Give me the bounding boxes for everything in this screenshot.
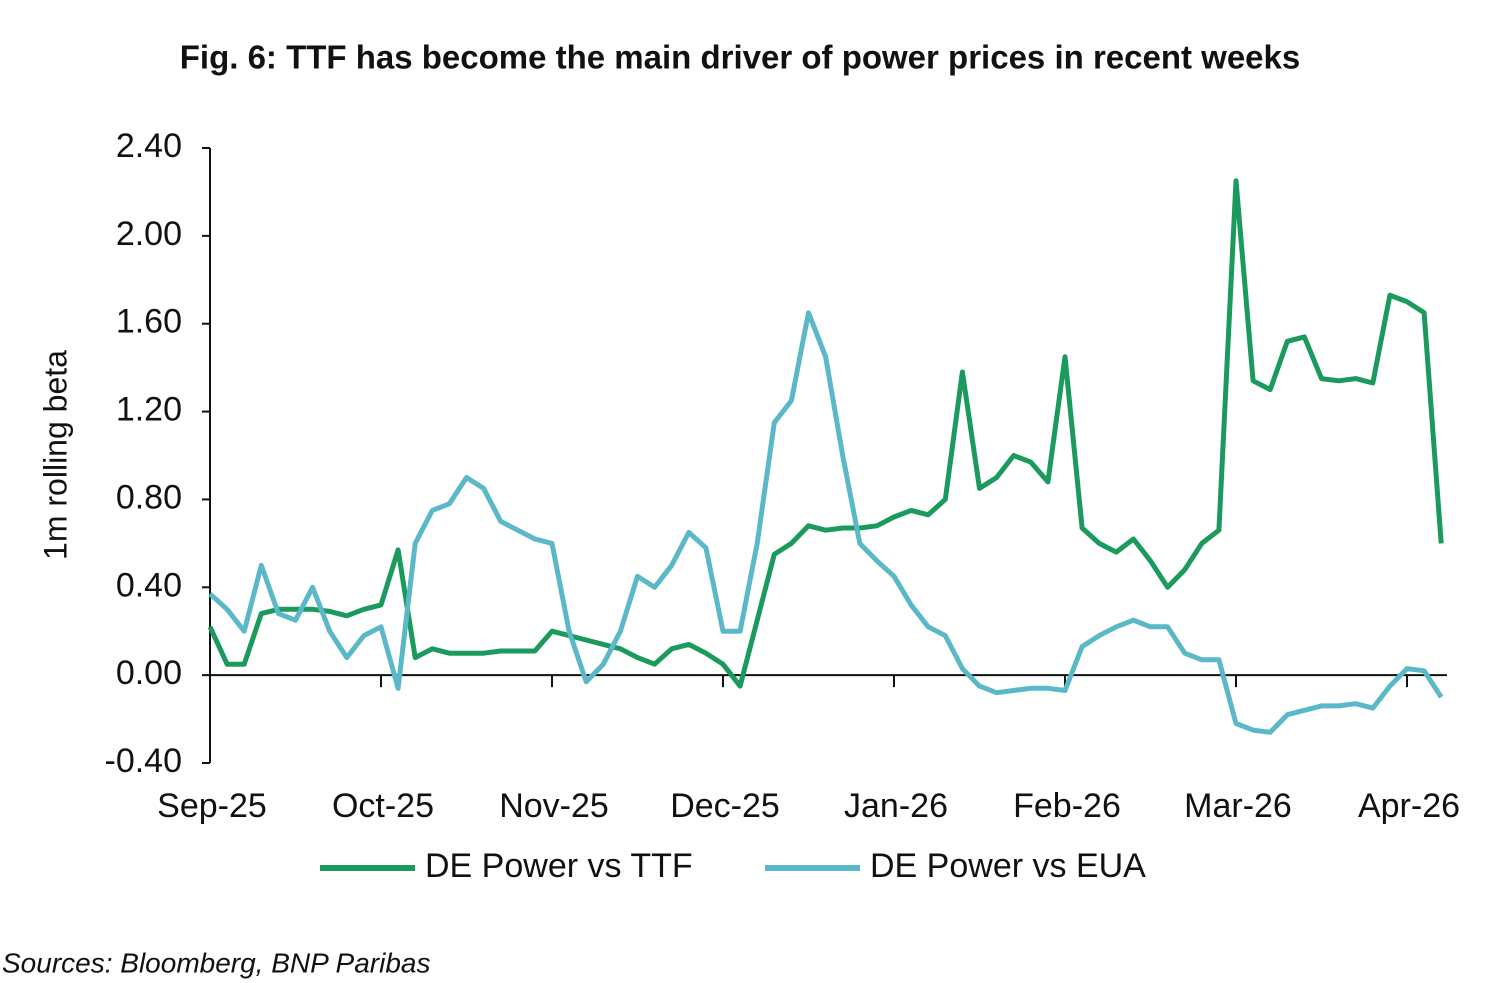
legend-label: DE Power vs EUA [870,847,1146,885]
legend-label: DE Power vs TTF [425,847,693,885]
x-tick-label: Dec-25 [670,787,780,825]
chart-title: Fig. 6: TTF has become the main driver o… [180,39,1301,76]
source-note: Sources: Bloomberg, BNP Paribas [2,947,431,978]
y-tick-label: 0.00 [116,654,182,692]
y-tick-label: 1.60 [116,303,182,341]
series-line [207,178,1444,689]
x-tick-label: Apr-26 [1358,787,1460,825]
y-axis-label: 1m rolling beta [37,350,73,560]
y-tick-label: -0.40 [105,742,183,780]
y-tick-label: 1.20 [116,391,182,429]
y-tick-label: 2.40 [116,127,182,165]
y-tick-label: 0.40 [116,566,182,604]
x-tick-label: Nov-25 [499,787,609,825]
x-tick-label: Oct-25 [332,787,434,825]
y-tick-label: 0.80 [116,478,182,516]
x-tick-label: Sep-25 [157,787,267,825]
series-line [208,310,1444,735]
x-tick-label: Jan-26 [844,787,948,825]
x-tick-label: Feb-26 [1013,787,1121,825]
x-tick-label: Mar-26 [1184,787,1292,825]
y-tick-label: 2.00 [116,215,182,253]
